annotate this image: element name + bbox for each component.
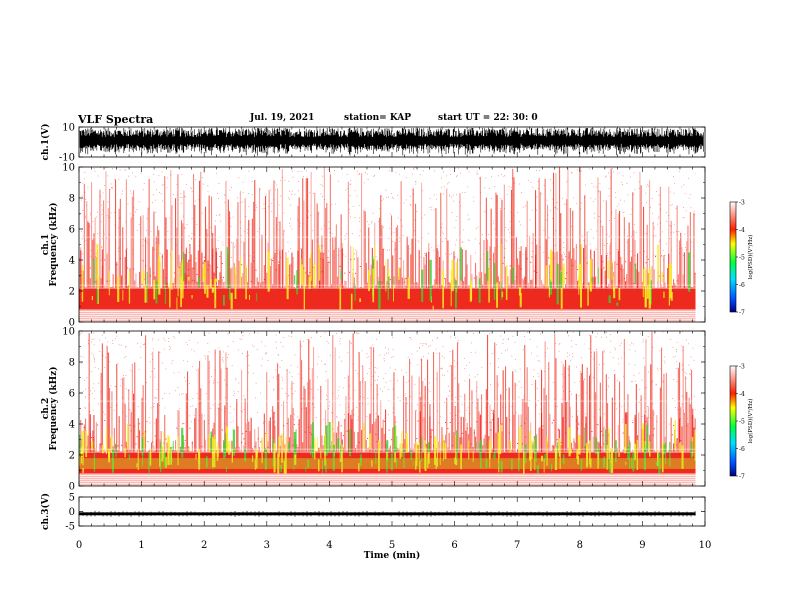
x-tick-label: 3 bbox=[264, 540, 270, 551]
y-tick-label: -10 bbox=[59, 153, 75, 164]
ch3-waveform-panel: 5 0 -5 ch.3(V) bbox=[40, 493, 706, 533]
ch1-spectrogram-panel: -3 -4 -5 -6 -7 log(PSD)(V²/Hz) 0 2 4 6 8 10 ch.1Freq… bbox=[41, 163, 754, 329]
y-tick-label: 2 bbox=[69, 287, 75, 298]
x-tick-label: 10 bbox=[699, 540, 712, 551]
colorbar-tick-label: -3 bbox=[739, 200, 745, 207]
x-axis-label: Time (min) bbox=[364, 550, 421, 561]
y-tick-label: 10 bbox=[62, 163, 75, 174]
date-label: Jul. 19, 2021 bbox=[250, 113, 315, 123]
colorbar-tick-label: -6 bbox=[739, 446, 745, 453]
y-tick-label: 4 bbox=[69, 420, 75, 431]
y-tick-label: 0 bbox=[69, 318, 75, 329]
y-tick-label: 10 bbox=[62, 327, 75, 338]
y-tick-label: 4 bbox=[69, 256, 75, 267]
colorbar-tick-label: -5 bbox=[739, 255, 745, 262]
x-tick-label: 2 bbox=[201, 540, 207, 551]
colorbar-tick-label: -4 bbox=[739, 227, 745, 234]
ch2-spectrogram-colorbar bbox=[729, 365, 737, 477]
y-tick-label: 2 bbox=[69, 451, 75, 462]
y-axis-label: ch.1(V) bbox=[40, 124, 51, 161]
y-tick-label: 8 bbox=[69, 358, 75, 369]
y-axis-label: Frequency (kHz) bbox=[48, 366, 59, 450]
colorbar-label: log(PSD)(V²/Hz) bbox=[747, 399, 754, 444]
y-tick-label: 6 bbox=[69, 389, 75, 400]
colorbar-tick-label: -7 bbox=[739, 310, 745, 317]
colorbar-tick-label: -3 bbox=[739, 364, 745, 371]
y-tick-label: 8 bbox=[69, 194, 75, 205]
colorbar-tick-label: -6 bbox=[739, 282, 745, 289]
colorbar-tick-label: -5 bbox=[739, 419, 745, 426]
x-tick-label: 1 bbox=[138, 540, 144, 551]
x-tick-label: 5 bbox=[389, 540, 395, 551]
ch2-spectrogram-panel: -3 -4 -5 -6 -7 log(PSD)(V²/Hz) 0 2 4 6 8 10 ch.2Freq… bbox=[41, 327, 754, 493]
colorbar-tick-label: -7 bbox=[739, 474, 745, 481]
x-tick-label: 7 bbox=[514, 540, 520, 551]
ch1-waveform-panel: 10 -10 ch.1(V) bbox=[40, 123, 706, 164]
station-label: station= KAP bbox=[344, 113, 412, 123]
x-tick-label: 4 bbox=[326, 540, 332, 551]
start-time-label: start UT = 22: 30: 0 bbox=[438, 113, 538, 123]
ch1-spectrogram-colorbar bbox=[729, 201, 737, 313]
ch1-spectrogram-image bbox=[79, 167, 696, 322]
y-tick-label: -5 bbox=[65, 522, 75, 533]
colorbar-label: log(PSD)(V²/Hz) bbox=[747, 235, 754, 280]
x-tick-label: 6 bbox=[451, 540, 457, 551]
y-tick-label: 0 bbox=[69, 507, 75, 518]
chart-title: VLF Spectra bbox=[78, 113, 154, 126]
colorbar-tick-label: -4 bbox=[739, 391, 745, 398]
y-axis-label: ch.2 bbox=[41, 398, 51, 419]
y-tick-label: 10 bbox=[62, 123, 75, 134]
y-axis-label: ch.3(V) bbox=[40, 493, 51, 530]
ch2-spectrogram-image bbox=[79, 331, 696, 486]
y-axis-label: Frequency (kHz) bbox=[48, 202, 59, 286]
y-tick-label: 6 bbox=[69, 225, 75, 236]
y-tick-label: 5 bbox=[69, 493, 75, 504]
x-tick-label: 9 bbox=[639, 540, 645, 551]
x-tick-label: 8 bbox=[577, 540, 583, 551]
y-tick-label: 0 bbox=[69, 482, 75, 493]
ch1-waveform-trace bbox=[79, 127, 704, 156]
y-axis-label: ch.1 bbox=[41, 234, 51, 255]
x-tick-label: 0 bbox=[76, 540, 82, 551]
